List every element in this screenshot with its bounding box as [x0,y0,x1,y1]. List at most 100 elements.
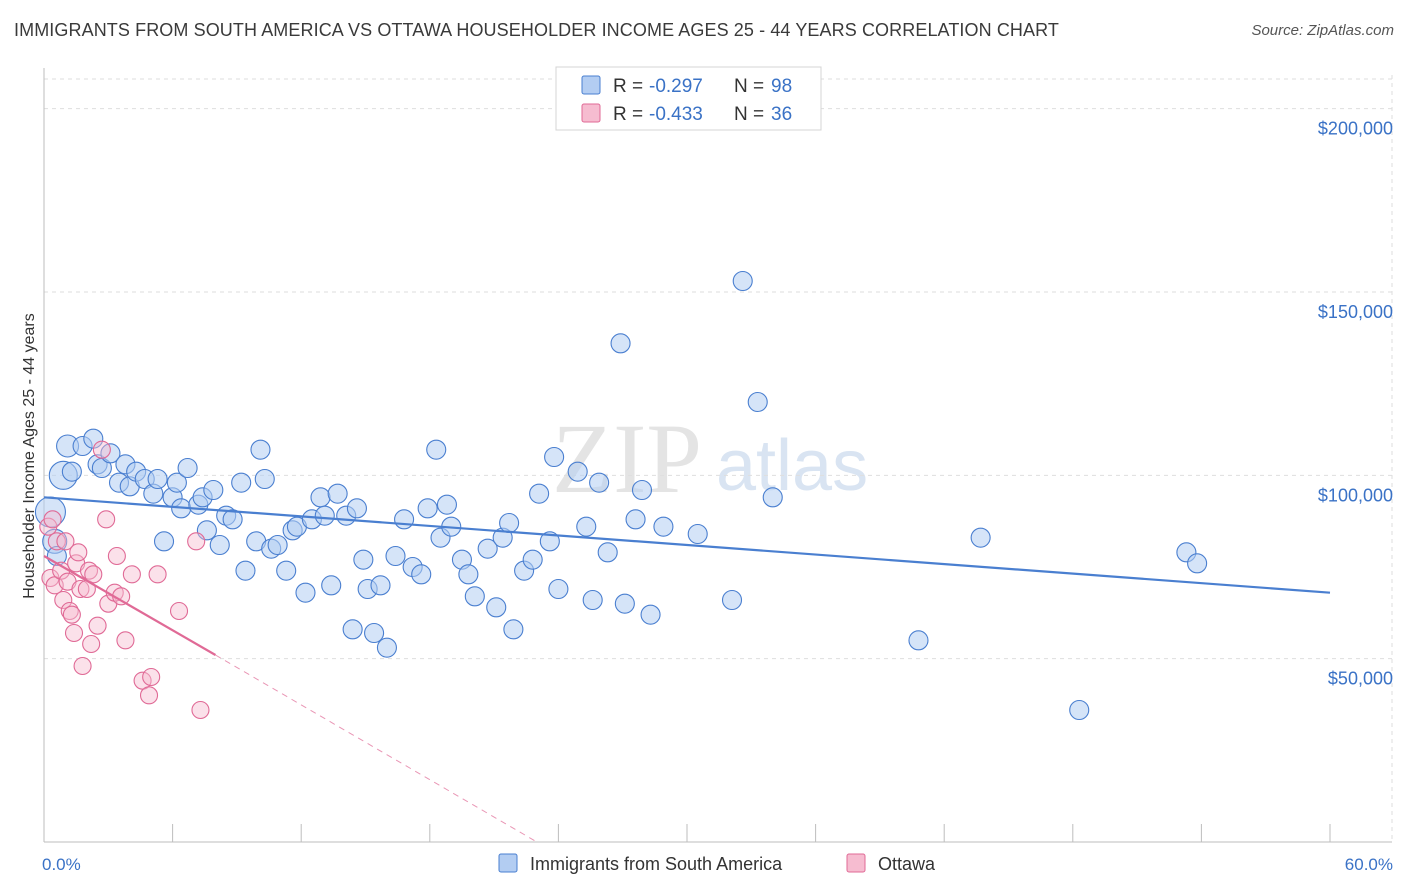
data-point-immigrants [762,487,783,508]
data-point-ottawa [187,532,206,551]
data-point-ottawa [62,605,81,624]
correlation-legend: R = -0.297 N = 98 R = -0.433 N = 36 [555,66,822,131]
legend-swatch-blue [581,75,601,95]
data-point-immigrants [342,619,363,640]
data-point-ottawa [142,667,161,687]
legend-n-value-1: 98 [771,76,792,97]
data-point-immigrants [376,637,397,658]
legend-n-label-1: N = [734,76,764,97]
data-point-ottawa [122,565,141,584]
data-point-ottawa [191,700,210,720]
data-point-immigrants [321,575,342,596]
bottom-legend-label-1: Immigrants from South America [530,854,783,874]
data-point-ottawa [148,565,167,584]
data-point-immigrants [908,630,929,651]
data-point-ottawa [88,616,107,635]
series-legend: Immigrants from South America Ottawa [498,853,936,874]
legend-r-label-1: R = [613,76,643,97]
watermark-zip: ZIP [552,403,702,514]
data-point-immigrants [100,443,121,464]
data-point-immigrants [231,472,252,493]
data-point-ottawa [54,590,73,610]
trend-line-ottawa [43,555,217,656]
data-point-immigrants [539,531,560,552]
data-point-ottawa [97,510,116,529]
data-point-immigrants [653,516,674,537]
axes [43,68,1392,843]
series-immigrants-points [34,270,1208,721]
data-point-ottawa [43,510,62,529]
data-point-immigrants [314,505,335,526]
legend-r-value-2: -0.433 [649,104,703,125]
data-point-ottawa [84,565,103,584]
y-tick-label: $100,000 [1318,485,1393,505]
data-point-immigrants [394,509,415,530]
data-point-immigrants [1187,553,1208,574]
legend-n-label-2: N = [734,104,764,125]
data-point-ottawa [71,579,90,599]
trend-line-ottawa-extension [215,654,538,843]
x-tick-label-min: 0.0% [42,855,81,874]
data-point-immigrants [582,589,603,611]
trend-line-immigrants [43,496,1331,594]
data-point-immigrants [353,549,374,570]
y-axis-label: Householder Income Ages 25 - 44 years [21,313,38,599]
data-point-immigrants [364,622,385,644]
bottom-legend-swatch-blue [498,853,518,873]
data-point-immigrants [548,578,569,600]
data-point-immigrants [464,586,485,607]
data-point-immigrants [370,575,391,596]
data-point-immigrants [209,534,230,556]
data-point-immigrants [625,509,646,530]
data-point-immigrants [385,545,406,567]
watermark: ZIP atlas [552,403,868,514]
data-point-ottawa [56,532,75,551]
legend-n-value-2: 36 [771,104,792,125]
data-point-immigrants [61,461,82,482]
y-tick-labels: $50,000 $100,000 $150,000 $200,000 [1318,119,1393,689]
data-point-immigrants [499,512,520,534]
data-point-immigrants [687,523,708,545]
data-point-immigrants [614,593,635,614]
data-point-ottawa [73,656,92,676]
data-point-immigrants [177,457,198,479]
data-point-ottawa [82,634,101,654]
data-point-immigrants [486,597,507,618]
x-tick-labels: 0.0% 60.0% [42,855,1393,874]
data-point-immigrants [235,560,256,581]
data-point-immigrants [522,549,543,570]
data-point-immigrants [295,582,316,603]
data-point-immigrants [747,391,768,413]
data-point-immigrants [267,534,288,556]
x-tick-label-max: 60.0% [1345,855,1393,874]
data-point-immigrants [631,479,653,501]
legend-r-label-2: R = [613,104,643,125]
chart-source: Source: ZipAtlas.com [1251,22,1394,39]
data-point-immigrants [411,564,432,585]
data-point-ottawa [116,631,135,650]
y-tick-label: $200,000 [1318,119,1393,139]
bottom-legend-swatch-pink [846,853,866,873]
data-point-ottawa [69,543,88,562]
bottom-legend-label-2: Ottawa [878,854,936,874]
legend-r-value-1: -0.297 [649,76,703,97]
data-point-immigrants [477,538,498,559]
data-point-immigrants [276,560,297,581]
y-tick-label: $150,000 [1318,302,1393,322]
data-point-immigrants [222,509,243,530]
data-point-immigrants [529,483,550,504]
data-point-immigrants [721,589,743,611]
data-point-immigrants [640,604,661,625]
data-point-immigrants [567,461,588,482]
watermark-atlas: atlas [716,426,868,506]
data-point-ottawa [107,546,126,566]
data-point-immigrants [970,527,991,548]
chart-title: IMMIGRANTS FROM SOUTH AMERICA VS OTTAWA … [14,20,1060,40]
data-point-immigrants [458,564,479,585]
legend-swatch-pink [581,103,601,123]
data-point-ottawa [64,623,84,643]
data-point-immigrants [610,333,631,354]
data-point-ottawa [169,601,189,621]
data-point-immigrants [544,446,565,468]
